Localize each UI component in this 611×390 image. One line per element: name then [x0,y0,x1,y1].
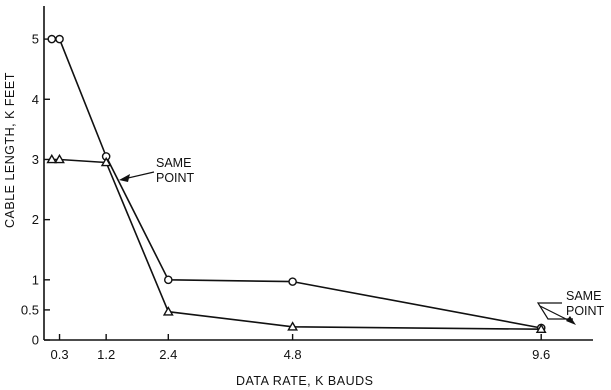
series-2-triangle-marker [54,153,65,164]
series-1-line [51,38,542,329]
annotation-2-line-1: SAME [566,289,601,303]
y-tick-label: 2 [32,212,39,227]
series-2-triangle-marker [46,153,58,164]
x-tick-label: 0.3 [50,347,68,362]
series-2-triangle-marker [287,321,299,331]
x-axis-title: DATA RATE, K BAUDS [236,374,374,388]
x-tick-label: 4.8 [284,347,302,362]
annotation-same-point-1: SAME POINT [119,156,195,185]
y-tick-label: 5 [32,32,39,47]
series-1-circle-marker [164,275,173,285]
y-tick-label: 0.5 [21,302,39,317]
annotation-2-arrow-shaft [539,305,573,323]
markers [46,34,547,333]
series-2-triangle-marker [535,323,547,333]
y-ticks: 0 0.5 1 2 3 4 5 [21,32,50,348]
series-1-circle-marker [55,34,64,44]
y-tick-label: 3 [32,152,39,167]
annotation-1-arrowhead [119,174,130,182]
annotation-2-leader [536,302,573,320]
series-2-triangle-marker [100,156,112,167]
y-tick-label: 4 [32,92,39,107]
annotations: SAME POINT SAME POINT [119,156,605,325]
y-tick-label: 0 [32,333,39,348]
axes [43,6,593,341]
x-tick-label: 2.4 [159,347,177,362]
x-tick-label: 1.2 [97,347,115,362]
annotation-1-line-2: POINT [156,171,195,185]
series-1-circle-marker [288,277,297,286]
y-axis-title: CABLE LENGTH, K FEET [3,72,17,228]
series-lines [51,38,542,330]
series-2-triangle-marker [162,306,174,316]
series-2-line [51,158,542,330]
annotation-2-line-2: POINT [566,304,605,318]
annotation-same-point-2: SAME POINT [536,289,605,325]
annotation-1-line-1: SAME [156,156,191,170]
annotation-2-arrowhead [566,316,576,325]
y-tick-label: 1 [32,272,39,287]
x-tick-label: 9.6 [532,347,550,362]
x-ticks: 0.3 1.2 2.4 4.8 9.6 [50,334,550,362]
series-1-circle-marker [47,34,57,44]
